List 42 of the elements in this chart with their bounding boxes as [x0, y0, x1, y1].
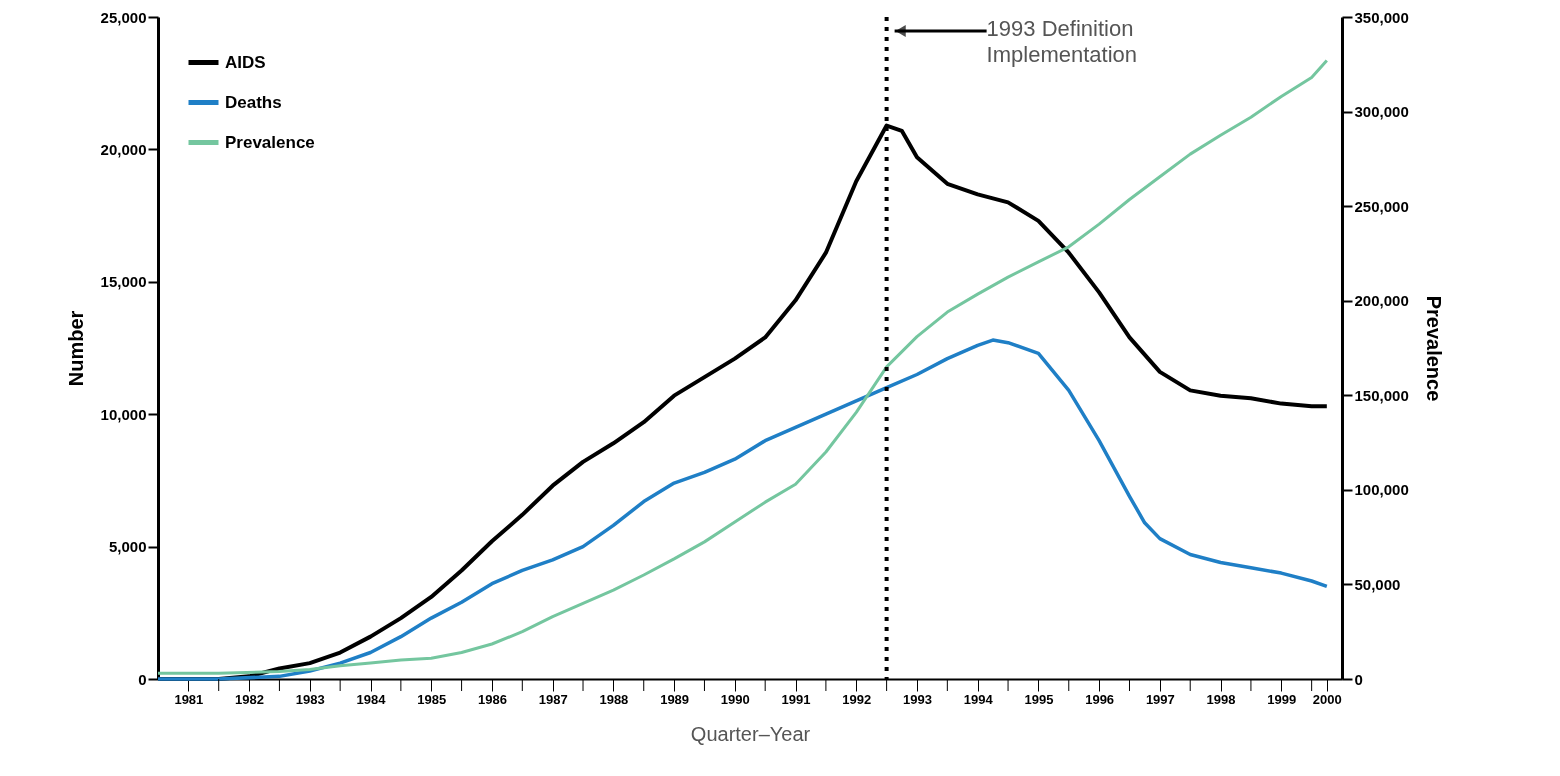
y-tick-label: 15,000 — [100, 273, 147, 291]
y2-tick-label: 300,000 — [1354, 103, 1409, 121]
x-tick-label: 1995 — [1024, 691, 1054, 707]
x-tick-label: 1985 — [417, 691, 447, 707]
y2-tick-label: 0 — [1354, 670, 1363, 688]
x-tick-label: 1986 — [477, 691, 507, 707]
ref-line-label: 1993 Definition Implementation — [986, 16, 1138, 67]
y-tick-label: 0 — [138, 670, 147, 688]
y-tick-label: 20,000 — [100, 140, 147, 158]
x-tick-label: 1996 — [1085, 691, 1115, 707]
legend-label: AIDS — [225, 52, 266, 72]
y-tick-label: 10,000 — [100, 405, 147, 423]
y-tick-label: 25,000 — [100, 8, 147, 26]
x-axis-title: Quarter–Year — [690, 722, 811, 745]
x-tick-label: 1990 — [720, 691, 750, 707]
y2-tick-label: 250,000 — [1354, 197, 1409, 215]
x-tick-label: 1982 — [235, 691, 265, 707]
y2-tick-label: 100,000 — [1354, 481, 1409, 499]
x-tick-label: 1988 — [599, 691, 629, 707]
x-tick-label: 1992 — [842, 691, 872, 707]
x-tick-label: 2000 — [1312, 691, 1342, 707]
y2-tick-label: 50,000 — [1354, 575, 1401, 593]
y2-tick-label: 350,000 — [1354, 8, 1409, 26]
line-series — [156, 338, 1329, 681]
x-tick-label: 1981 — [174, 691, 204, 707]
x-tick-label: 1998 — [1206, 691, 1236, 707]
x-tick-label: 1994 — [963, 691, 994, 707]
x-tick-label: 1997 — [1145, 691, 1175, 707]
x-tick-label: 1999 — [1267, 691, 1297, 707]
y2-tick-label: 150,000 — [1354, 386, 1409, 404]
legend-label: Deaths — [225, 92, 282, 112]
x-tick-label: 1983 — [295, 691, 325, 707]
x-tick-label: 1993 — [903, 691, 932, 707]
x-tick-label: 1984 — [356, 691, 387, 707]
y2-axis-title: Prevalence — [1422, 295, 1445, 402]
y-axis-title: Number — [64, 310, 87, 387]
y-tick-label: 5,000 — [108, 538, 147, 556]
y2-tick-label: 200,000 — [1354, 292, 1409, 310]
legend-label: Prevalence — [225, 132, 315, 152]
x-tick-label: 1989 — [660, 691, 690, 707]
x-tick-label: 1991 — [781, 691, 811, 707]
x-tick-label: 1987 — [538, 691, 568, 707]
